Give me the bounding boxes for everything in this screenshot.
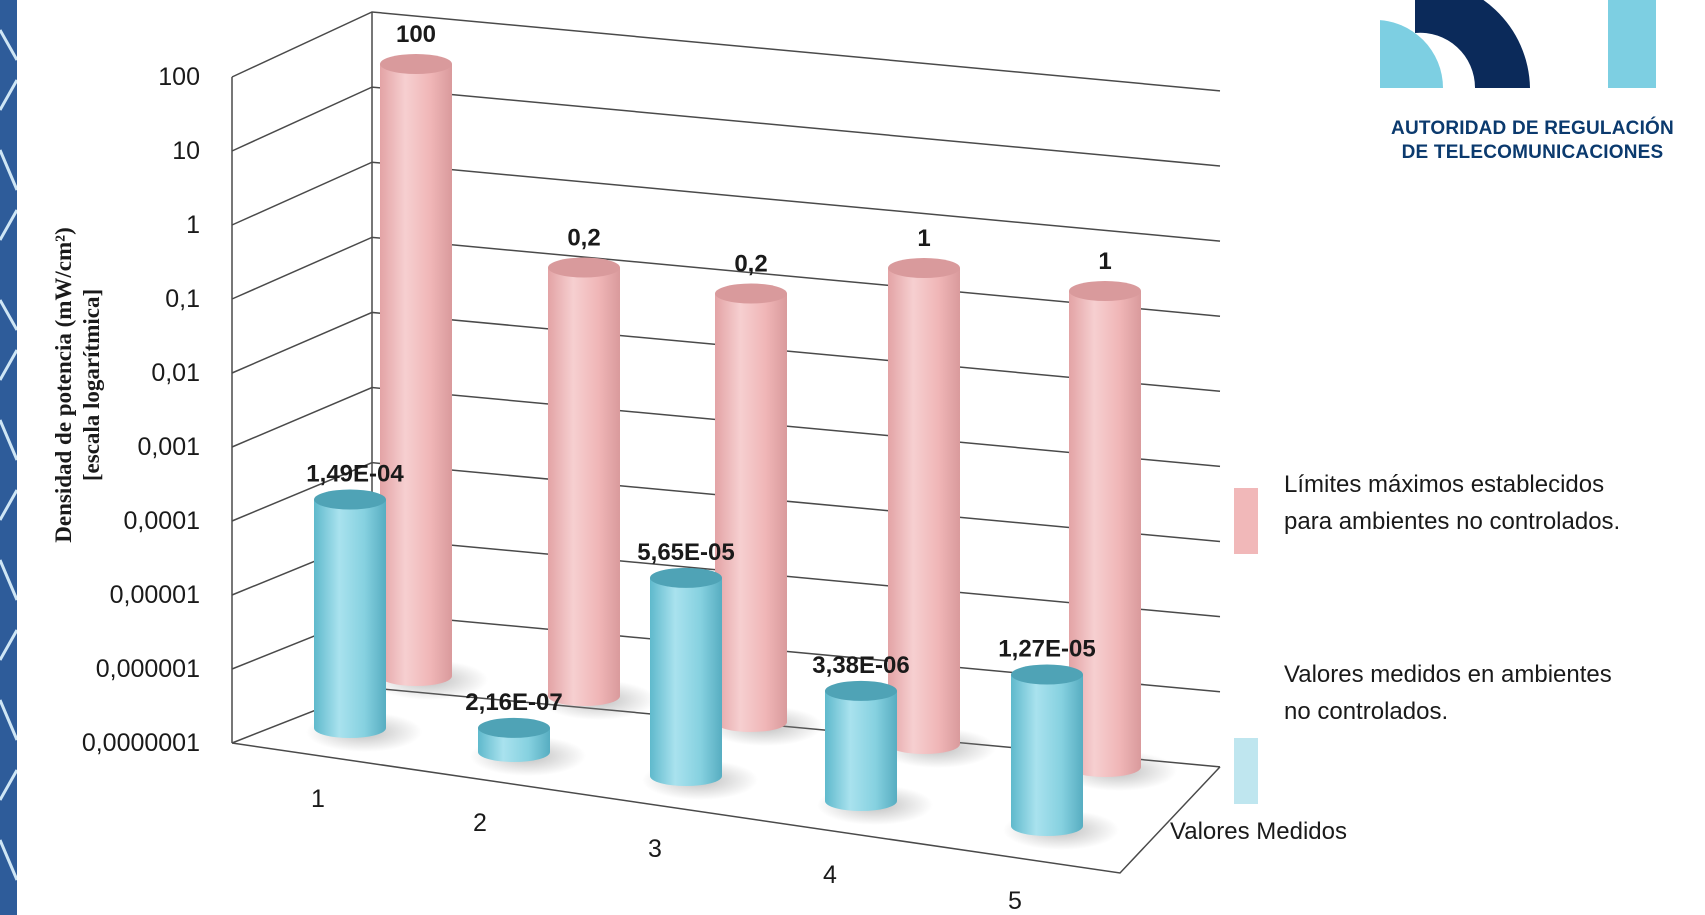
- measured-value-label: 3,38E-06: [812, 652, 909, 679]
- limit-bar-top: [380, 54, 452, 74]
- measured-bar: [642, 567, 758, 800]
- measured-bar-top: [1011, 664, 1083, 685]
- arcotel-logo: [1380, 0, 1656, 88]
- limit-bar: [880, 258, 996, 768]
- bars: 100 0,2 0,2 1 1 1,49E-04 2,16E-07 5,65E-05 3,38E…: [306, 21, 1177, 850]
- y-tick-label: 0,0000001: [82, 729, 200, 757]
- measured-bar-top: [825, 680, 897, 701]
- y-tick-label: 1: [186, 211, 200, 239]
- y-tick-label: 0,001: [137, 433, 200, 461]
- x-tick-label: 4: [823, 861, 837, 889]
- limit-bar: [540, 257, 656, 720]
- limit-bar-top: [548, 257, 620, 278]
- measured-bar-top: [650, 567, 722, 588]
- measured-bar-top: [314, 489, 386, 510]
- measured-bar: [817, 680, 933, 825]
- measured-bar-top: [478, 717, 550, 738]
- legend-label-measured-line1: Valores medidos en ambientes: [1284, 661, 1612, 688]
- x-tick-label: 3: [648, 835, 662, 863]
- x-tick-label: 2: [473, 809, 487, 837]
- limit-value-label: 100: [396, 21, 436, 48]
- limit-bar-body: [715, 293, 787, 732]
- y-tick-label: 0,00001: [110, 581, 200, 609]
- decorative-stripe: [0, 0, 17, 915]
- limit-value-label: 0,2: [734, 251, 767, 278]
- measured-bar-body: [650, 577, 722, 786]
- y-tick-label: 0,01: [151, 359, 200, 387]
- limit-bar-top: [888, 258, 960, 278]
- x-tick-label: 5: [1008, 887, 1022, 915]
- legend-label-limits-line2: para ambientes no controlados.: [1284, 508, 1621, 535]
- measured-value-label: 1,27E-05: [998, 636, 1095, 663]
- measured-bar-body: [825, 690, 897, 811]
- x-tick-label: 1: [311, 785, 325, 813]
- legend-swatch-measured: [1234, 738, 1258, 804]
- y-tick-label: 0,0001: [124, 507, 200, 535]
- measured-value-label: 2,16E-07: [465, 689, 562, 716]
- logo-text: AUTORIDAD DE REGULACIÓN DE TELECOMUNICAC…: [1360, 117, 1705, 165]
- legend-label-limits-line1: Límites máximos establecidos: [1284, 471, 1605, 498]
- measured-value-label: 1,49E-04: [306, 461, 404, 488]
- measured-bar: [470, 717, 586, 776]
- y-tick-label: 10: [172, 137, 200, 165]
- y-tick-label: 100: [158, 63, 200, 91]
- legend-series-label: Valores Medidos: [1170, 818, 1347, 845]
- floor-line: [231, 742, 1221, 874]
- limit-bar-top: [1069, 281, 1141, 301]
- y-tick-label: 0,1: [165, 285, 200, 313]
- measured-bar-body: [314, 499, 386, 738]
- legend-label-measured-line2: no controlados.: [1284, 698, 1449, 725]
- measured-bar: [306, 489, 422, 752]
- limit-value-label: 1: [1098, 248, 1111, 275]
- logo-text-line2: DE TELECOMUNICACIONES: [1401, 142, 1664, 163]
- legend-swatch-limits: [1234, 488, 1258, 554]
- limit-value-label: 1: [917, 225, 930, 252]
- limit-bar-body: [888, 268, 960, 754]
- y-tick-labels: 100 10 1 0,1 0,01 0,001 0,0001 0,00001 0,000001 0…: [82, 63, 200, 757]
- limit-bar: [372, 54, 488, 700]
- logo-text-line1: AUTORIDAD DE REGULACIÓN: [1391, 118, 1674, 139]
- limit-value-label: 0,2: [567, 225, 600, 252]
- x-tick-labels: 1 2 3 4 5: [311, 785, 1022, 915]
- limit-bar-top: [715, 283, 787, 304]
- measured-bar-body: [1011, 674, 1083, 836]
- measured-value-label: 5,65E-05: [637, 539, 734, 566]
- limit-bar-body: [1069, 291, 1141, 777]
- limit-bar-body: [380, 64, 452, 686]
- measured-bar: [1003, 664, 1119, 850]
- limit-bar: [707, 283, 823, 746]
- limit-bar: [1061, 281, 1177, 791]
- y-tick-label: 0,000001: [96, 655, 200, 683]
- limit-bar-body: [548, 267, 620, 706]
